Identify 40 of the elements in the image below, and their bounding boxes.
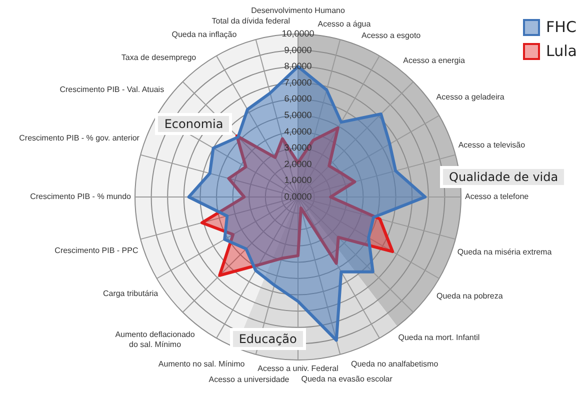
text: Educação	[230, 328, 306, 350]
spoke-label: Crescimento PIB - % gov. anterior	[19, 134, 140, 143]
spoke-label: Acesso a telefone	[464, 192, 530, 202]
spoke-label: Aumento deflacionado do sal. Mínimo	[115, 330, 196, 350]
spoke-label: Queda na evasão escolar	[301, 374, 393, 384]
spoke-label: Acesso a água	[318, 20, 372, 29]
y-tick-label: 2,0000	[284, 158, 312, 169]
y-tick-label: 5,0000	[284, 110, 312, 120]
y-tick-label: 0,0000	[284, 191, 312, 202]
spoke-label: Acesso a geladeira	[436, 92, 505, 102]
spoke-label: Carga tributária	[102, 288, 159, 298]
y-tick-label: 3,0000	[284, 142, 312, 153]
spoke-label: Aumento no sal. Mínimo	[158, 359, 246, 368]
spoke-label: Queda na inflação	[172, 30, 238, 39]
text: Economia	[155, 113, 232, 136]
spoke-label: Acesso a energia	[403, 56, 466, 66]
spoke-label: Crescimento PIB - PPC	[54, 246, 138, 256]
spoke-label: Taxa de desemprego	[121, 52, 197, 62]
spoke-label: Acesso a universidade	[208, 375, 290, 384]
spoke-label: Desenvolvimento Humano	[251, 6, 346, 16]
spoke-label: Acesso a televisão	[458, 140, 526, 150]
legend-label: FHC	[546, 18, 576, 36]
y-tick-label: 7,0000	[284, 77, 312, 88]
spoke-label: Queda na mort. Infantil	[398, 333, 480, 342]
spoke-label: Queda no analfabetismo	[350, 359, 439, 368]
spoke-label: Crescimento PIB - Val. Atuais	[60, 84, 164, 94]
y-tick-label: 4,0000	[284, 126, 312, 136]
spoke-label: Queda na miséria extrema	[457, 248, 552, 257]
legend-label: Lula	[546, 42, 577, 60]
spoke-label: Total da dívida federal	[212, 16, 290, 26]
y-tick-label: 9,0000	[284, 44, 312, 55]
y-tick-label: 1,0000	[284, 175, 312, 186]
spoke-label: Crescimento PIB - % mundo	[30, 192, 132, 202]
y-tick-label: 6,0000	[284, 94, 312, 104]
spoke-label: Acesso a univ. Federal	[258, 364, 339, 374]
spoke-label: Acesso a esgoto	[361, 31, 422, 40]
y-tick-label: 10,0000	[282, 28, 314, 38]
spoke-label: Queda na pobreza	[436, 291, 504, 300]
y-tick-label: 8,0000	[284, 61, 312, 72]
text: Qualidade de vida	[440, 166, 568, 188]
